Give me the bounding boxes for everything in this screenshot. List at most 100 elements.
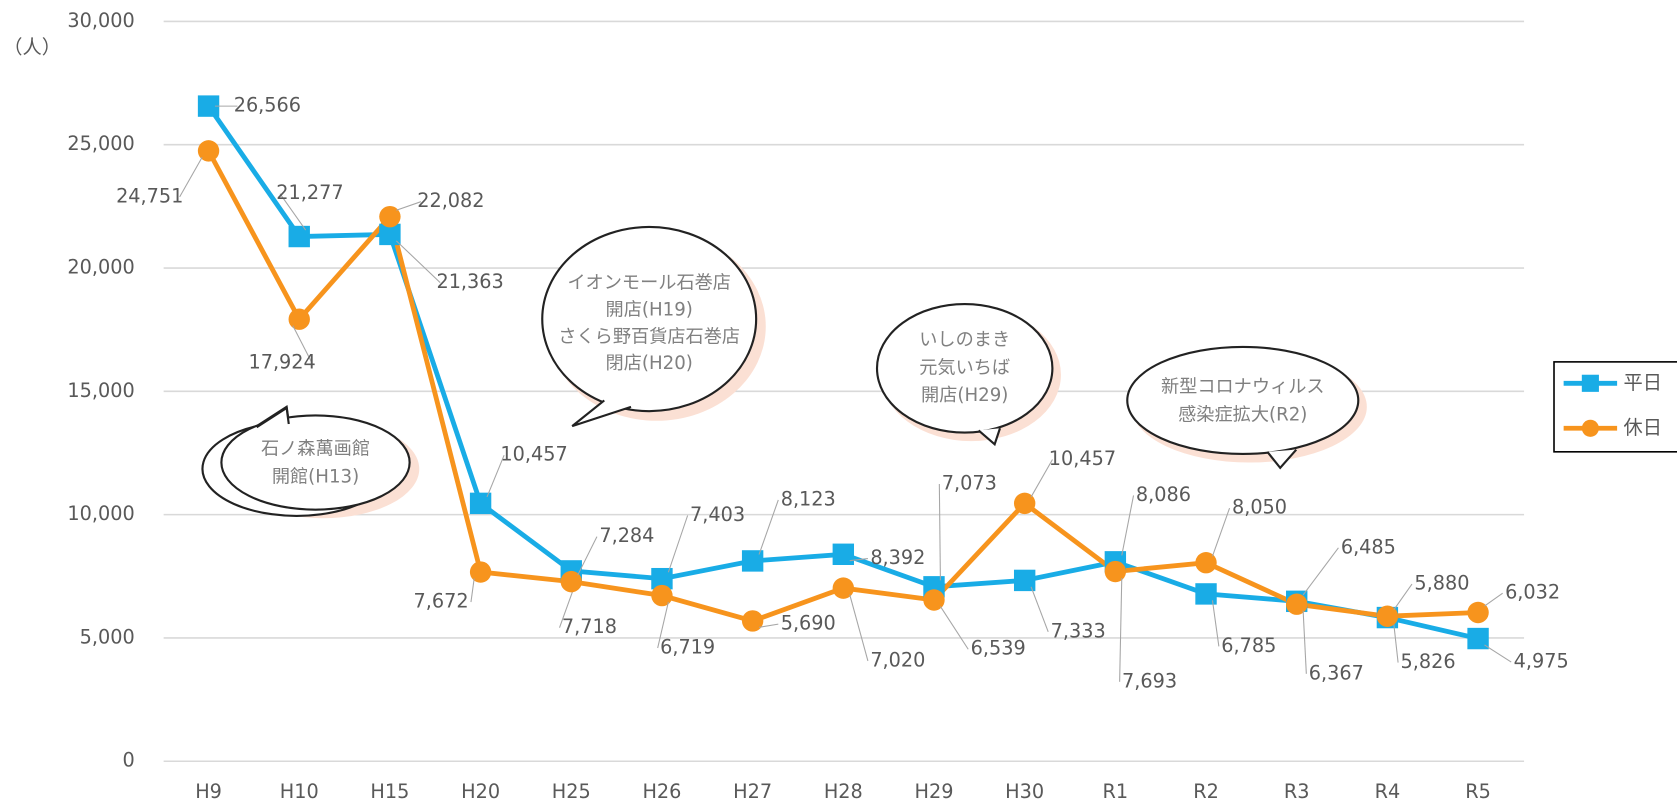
annotation-text: 開店(H29) [921,385,1008,406]
x-tick-label: R3 [1284,780,1310,803]
data-label: 6,032 [1505,581,1560,604]
marker [1286,594,1307,615]
leader-line [759,500,778,555]
annotation-text: 開店(H19) [606,299,693,320]
marker [1195,552,1216,573]
x-tick-label: H26 [642,780,681,803]
chart: （人） 石ノ森萬画館 開館(H13) イオンモール石巻店 開店(H19) さくら… [0,0,1677,803]
annotation-text: 閉店(H20) [606,353,693,374]
data-label: 8,392 [870,546,925,569]
data-label: 22,082 [417,189,484,212]
annotation-text: 感染症拡大(R2) [1178,404,1307,425]
x-tick-label: H9 [195,780,222,803]
y-tick-label: 20,000 [67,256,134,279]
leader-line [1212,600,1218,646]
leader-line [1394,584,1412,610]
x-tick-label: H30 [1005,780,1044,803]
marker [470,493,491,514]
data-label: 6,539 [971,637,1026,660]
data-label: 24,751 [116,184,183,207]
data-label: 5,690 [781,612,836,635]
y-tick-label: 10,000 [67,502,134,525]
annotation-text: さくら野百貨店石巻店 [558,326,740,347]
marker [833,577,854,598]
data-label: 7,284 [599,524,654,547]
y-tick-label: 0 [123,749,135,772]
x-tick-label: H20 [461,780,500,803]
annotation-bubble: いしのまき 元気いちば 開店(H29) [877,304,1061,444]
data-label: 6,367 [1309,661,1364,684]
legend-label: 休日 [1624,416,1662,439]
leader-line [940,606,968,649]
data-label: 6,485 [1341,535,1396,558]
data-label: 5,826 [1400,650,1455,673]
legend-marker [1582,375,1599,392]
annotation-text: イオンモール石巻店 [567,273,731,294]
data-label: 7,020 [870,648,925,671]
legend-marker [1582,420,1599,437]
leader-line [668,516,687,573]
annotation-bubble: 新型コロナウィルス 感染症拡大(R2) [1127,347,1367,468]
marker [742,550,763,571]
leader-line [1120,578,1122,682]
x-tick-label: H10 [280,780,319,803]
data-label: 7,073 [942,472,997,495]
leader-line [1303,548,1338,595]
data-label: 21,277 [276,181,343,204]
leader-line [1303,611,1306,674]
data-label: 8,050 [1232,496,1287,519]
data-label: 7,403 [690,503,745,526]
marker [742,610,763,631]
x-tick-label: H28 [824,780,863,803]
data-label: 7,693 [1122,669,1177,692]
leader-line [1394,624,1398,663]
y-tick-label: 30,000 [67,9,134,32]
annotation-text: いしのまき [919,329,1010,350]
data-label: 4,975 [1514,650,1569,673]
x-tick-label: R1 [1103,780,1129,803]
marker [1014,570,1035,591]
y-tick-label: 15,000 [67,379,134,402]
leader-line [1122,495,1134,555]
marker [289,309,310,330]
data-label: 21,363 [436,270,503,293]
leader-line [939,484,940,580]
data-label: 6,719 [660,636,715,659]
leader-line [578,537,597,576]
leader-line [1031,587,1048,632]
data-label: 8,086 [1136,483,1191,506]
y-axis-label: （人） [3,36,61,59]
x-tick-label: H27 [733,780,772,803]
data-label: 17,924 [248,351,315,374]
leader-line [1484,645,1511,662]
leader-line [1484,593,1502,606]
data-label: 26,566 [234,94,301,117]
marker [651,585,672,606]
data-label: 6,785 [1221,634,1276,657]
annotation-text: 新型コロナウィルス [1161,377,1325,398]
y-tick-label: 25,000 [67,132,134,155]
marker [1105,561,1126,582]
x-tick-label: R5 [1465,780,1491,803]
marker [289,226,310,247]
marker [470,561,491,582]
data-label: 7,718 [562,615,617,638]
annotation-bubble: 石ノ森萬画館 開館(H13) [202,407,419,518]
marker [833,544,854,565]
x-tick-label: R2 [1193,780,1219,803]
marker [1195,583,1216,604]
x-tick-label: H29 [915,780,954,803]
annotation-text: 開館(H13) [272,467,359,488]
data-label: 7,672 [413,590,468,613]
data-label: 7,333 [1051,619,1106,642]
x-tick-label: H25 [552,780,591,803]
legend-label: 平日 [1624,371,1662,394]
leader-line [471,578,474,602]
marker [379,206,400,227]
annotation-text: 元気いちば [919,357,1010,378]
data-label: 10,457 [500,443,567,466]
leader-line [850,595,868,661]
annotation-bubble: イオンモール石巻店 開店(H19) さくら野百貨店石巻店 閉店(H20) [542,227,766,426]
data-label: 5,880 [1414,572,1469,595]
data-label: 8,123 [781,487,836,510]
